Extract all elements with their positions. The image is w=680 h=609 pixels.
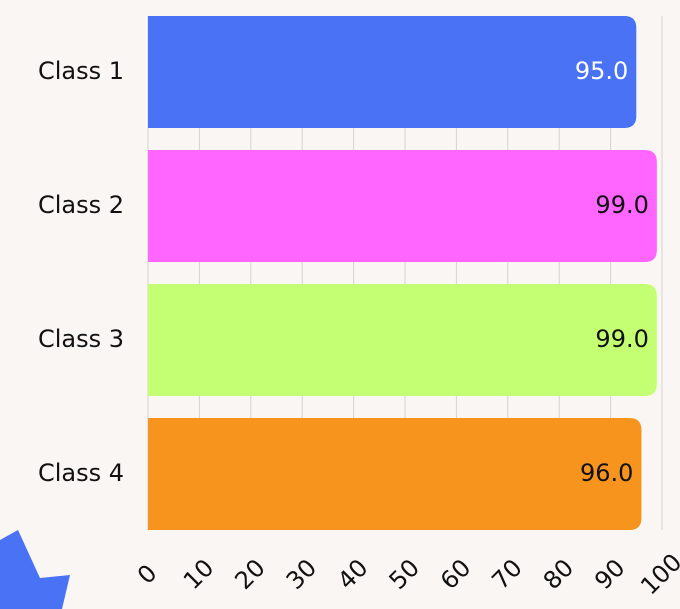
- x-tick-label: 10: [178, 554, 219, 595]
- category-label: Class 3: [38, 325, 124, 353]
- bar: [148, 150, 657, 262]
- bar: [148, 418, 641, 530]
- x-tick-label: 60: [435, 554, 476, 595]
- x-tick-label: 30: [281, 554, 322, 595]
- x-tick-label: 100: [635, 548, 680, 600]
- page: {"chart_data": { "type": "barh", "catego…: [0, 0, 680, 609]
- x-tick-label: 0: [132, 559, 163, 590]
- value-label: 95.0: [575, 57, 628, 85]
- x-tick-label: 80: [538, 554, 579, 595]
- value-label: 99.0: [595, 191, 648, 219]
- x-tick-label: 90: [589, 554, 630, 595]
- bar: [148, 16, 636, 128]
- category-label: Class 1: [38, 57, 124, 85]
- value-label: 96.0: [580, 459, 633, 487]
- chart: 0 1020 3040 506070 8090100 Class 1 95.0 Class 2…: [0, 0, 680, 609]
- x-tick-label: 20: [229, 554, 270, 595]
- x-tick-label: 70: [486, 554, 527, 595]
- category-label: Class 4: [38, 459, 124, 487]
- decorative-star: [0, 530, 70, 609]
- value-label: 99.0: [595, 325, 648, 353]
- bar: [148, 284, 657, 396]
- x-tick-label: 50: [384, 554, 425, 595]
- category-label: Class 2: [38, 191, 124, 219]
- x-tick-label: 40: [332, 554, 373, 595]
